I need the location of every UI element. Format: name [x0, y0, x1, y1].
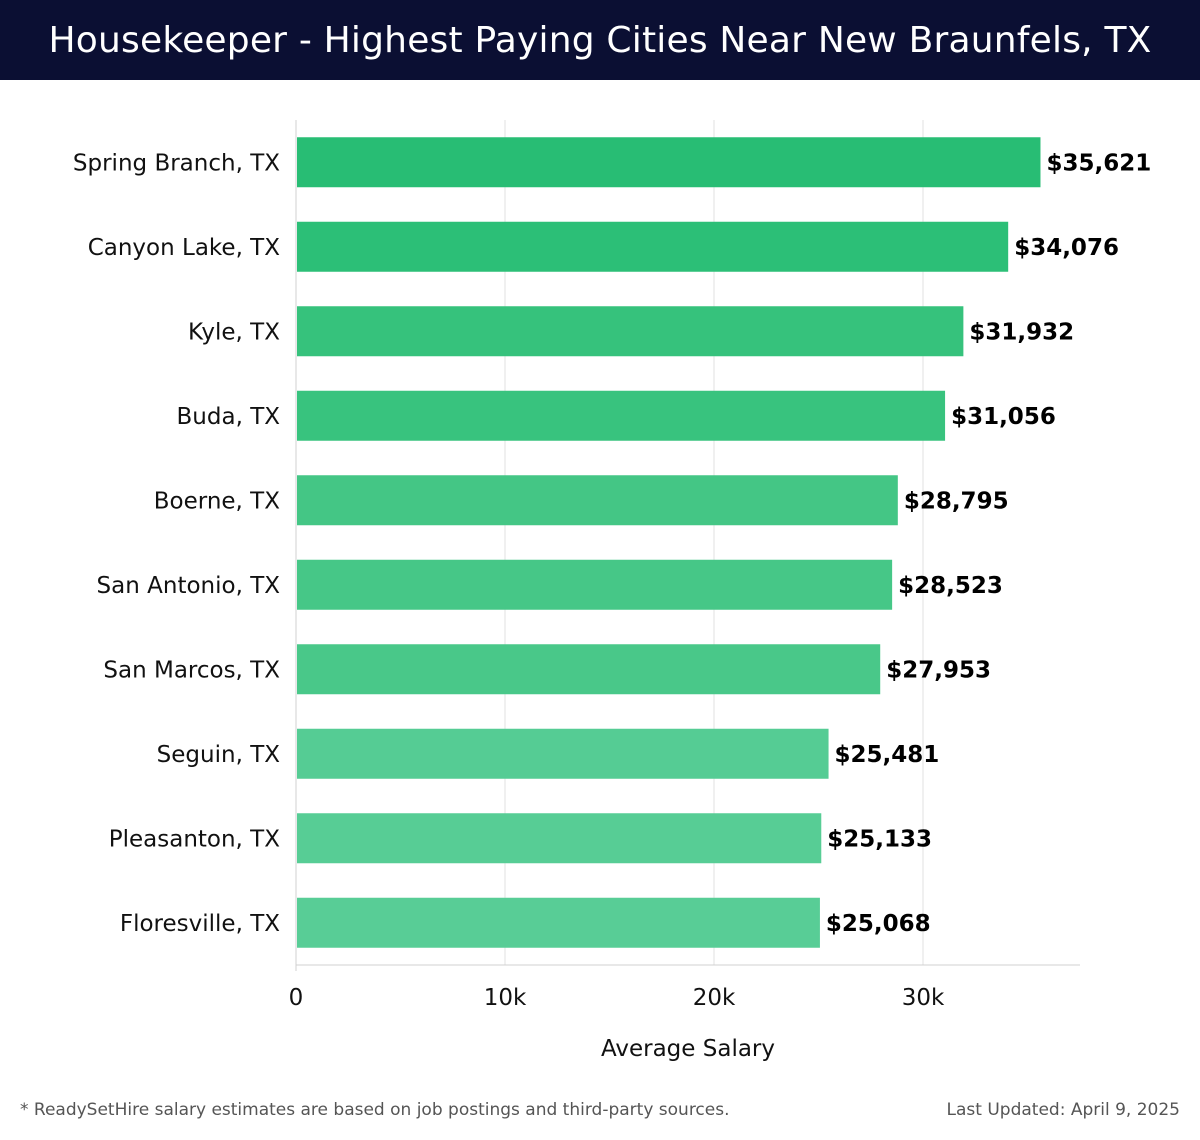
last-updated: Last Updated: April 9, 2025	[946, 1100, 1180, 1120]
value-label: $31,932	[969, 319, 1074, 345]
bar	[297, 644, 881, 695]
chart-title: Housekeeper - Highest Paying Cities Near…	[48, 19, 1152, 61]
bar	[297, 306, 964, 357]
category-label: Floresville, TX	[120, 911, 280, 937]
x-tick-label: 0	[289, 985, 304, 1011]
bar	[297, 813, 822, 864]
title-banner: Housekeeper - Highest Paying Cities Near…	[0, 0, 1200, 80]
category-label: Spring Branch, TX	[73, 150, 280, 176]
category-label: San Marcos, TX	[103, 657, 280, 683]
bar	[297, 897, 820, 948]
value-label: $28,795	[904, 488, 1009, 514]
x-tick-label: 30k	[902, 985, 945, 1011]
category-label: Kyle, TX	[188, 319, 280, 345]
bar	[297, 221, 1009, 272]
source-footnote: * ReadySetHire salary estimates are base…	[20, 1100, 730, 1120]
value-label: $25,068	[826, 911, 931, 937]
category-label: San Antonio, TX	[97, 573, 281, 599]
value-label: $35,621	[1046, 150, 1151, 176]
category-label: Boerne, TX	[154, 488, 280, 514]
bar	[297, 559, 893, 610]
category-label: Canyon Lake, TX	[88, 235, 281, 261]
bar-chart: Spring Branch, TX $35,621 Canyon Lake, TX $…	[73, 120, 1151, 1062]
bar	[297, 475, 898, 526]
value-label: $25,481	[835, 742, 940, 768]
category-label: Seguin, TX	[157, 742, 281, 768]
bar	[297, 390, 946, 441]
x-tick-label: 20k	[693, 985, 736, 1011]
bar	[297, 137, 1041, 188]
value-label: $34,076	[1014, 235, 1119, 261]
bar	[297, 728, 829, 779]
category-label: Pleasanton, TX	[109, 826, 280, 852]
category-label: Buda, TX	[177, 404, 281, 430]
x-axis-label: Average Salary	[601, 1036, 775, 1062]
value-label: $25,133	[827, 826, 932, 852]
value-label: $27,953	[886, 657, 991, 683]
value-label: $31,056	[951, 404, 1056, 430]
x-tick-label: 10k	[484, 985, 527, 1011]
value-label: $28,523	[898, 573, 1003, 599]
